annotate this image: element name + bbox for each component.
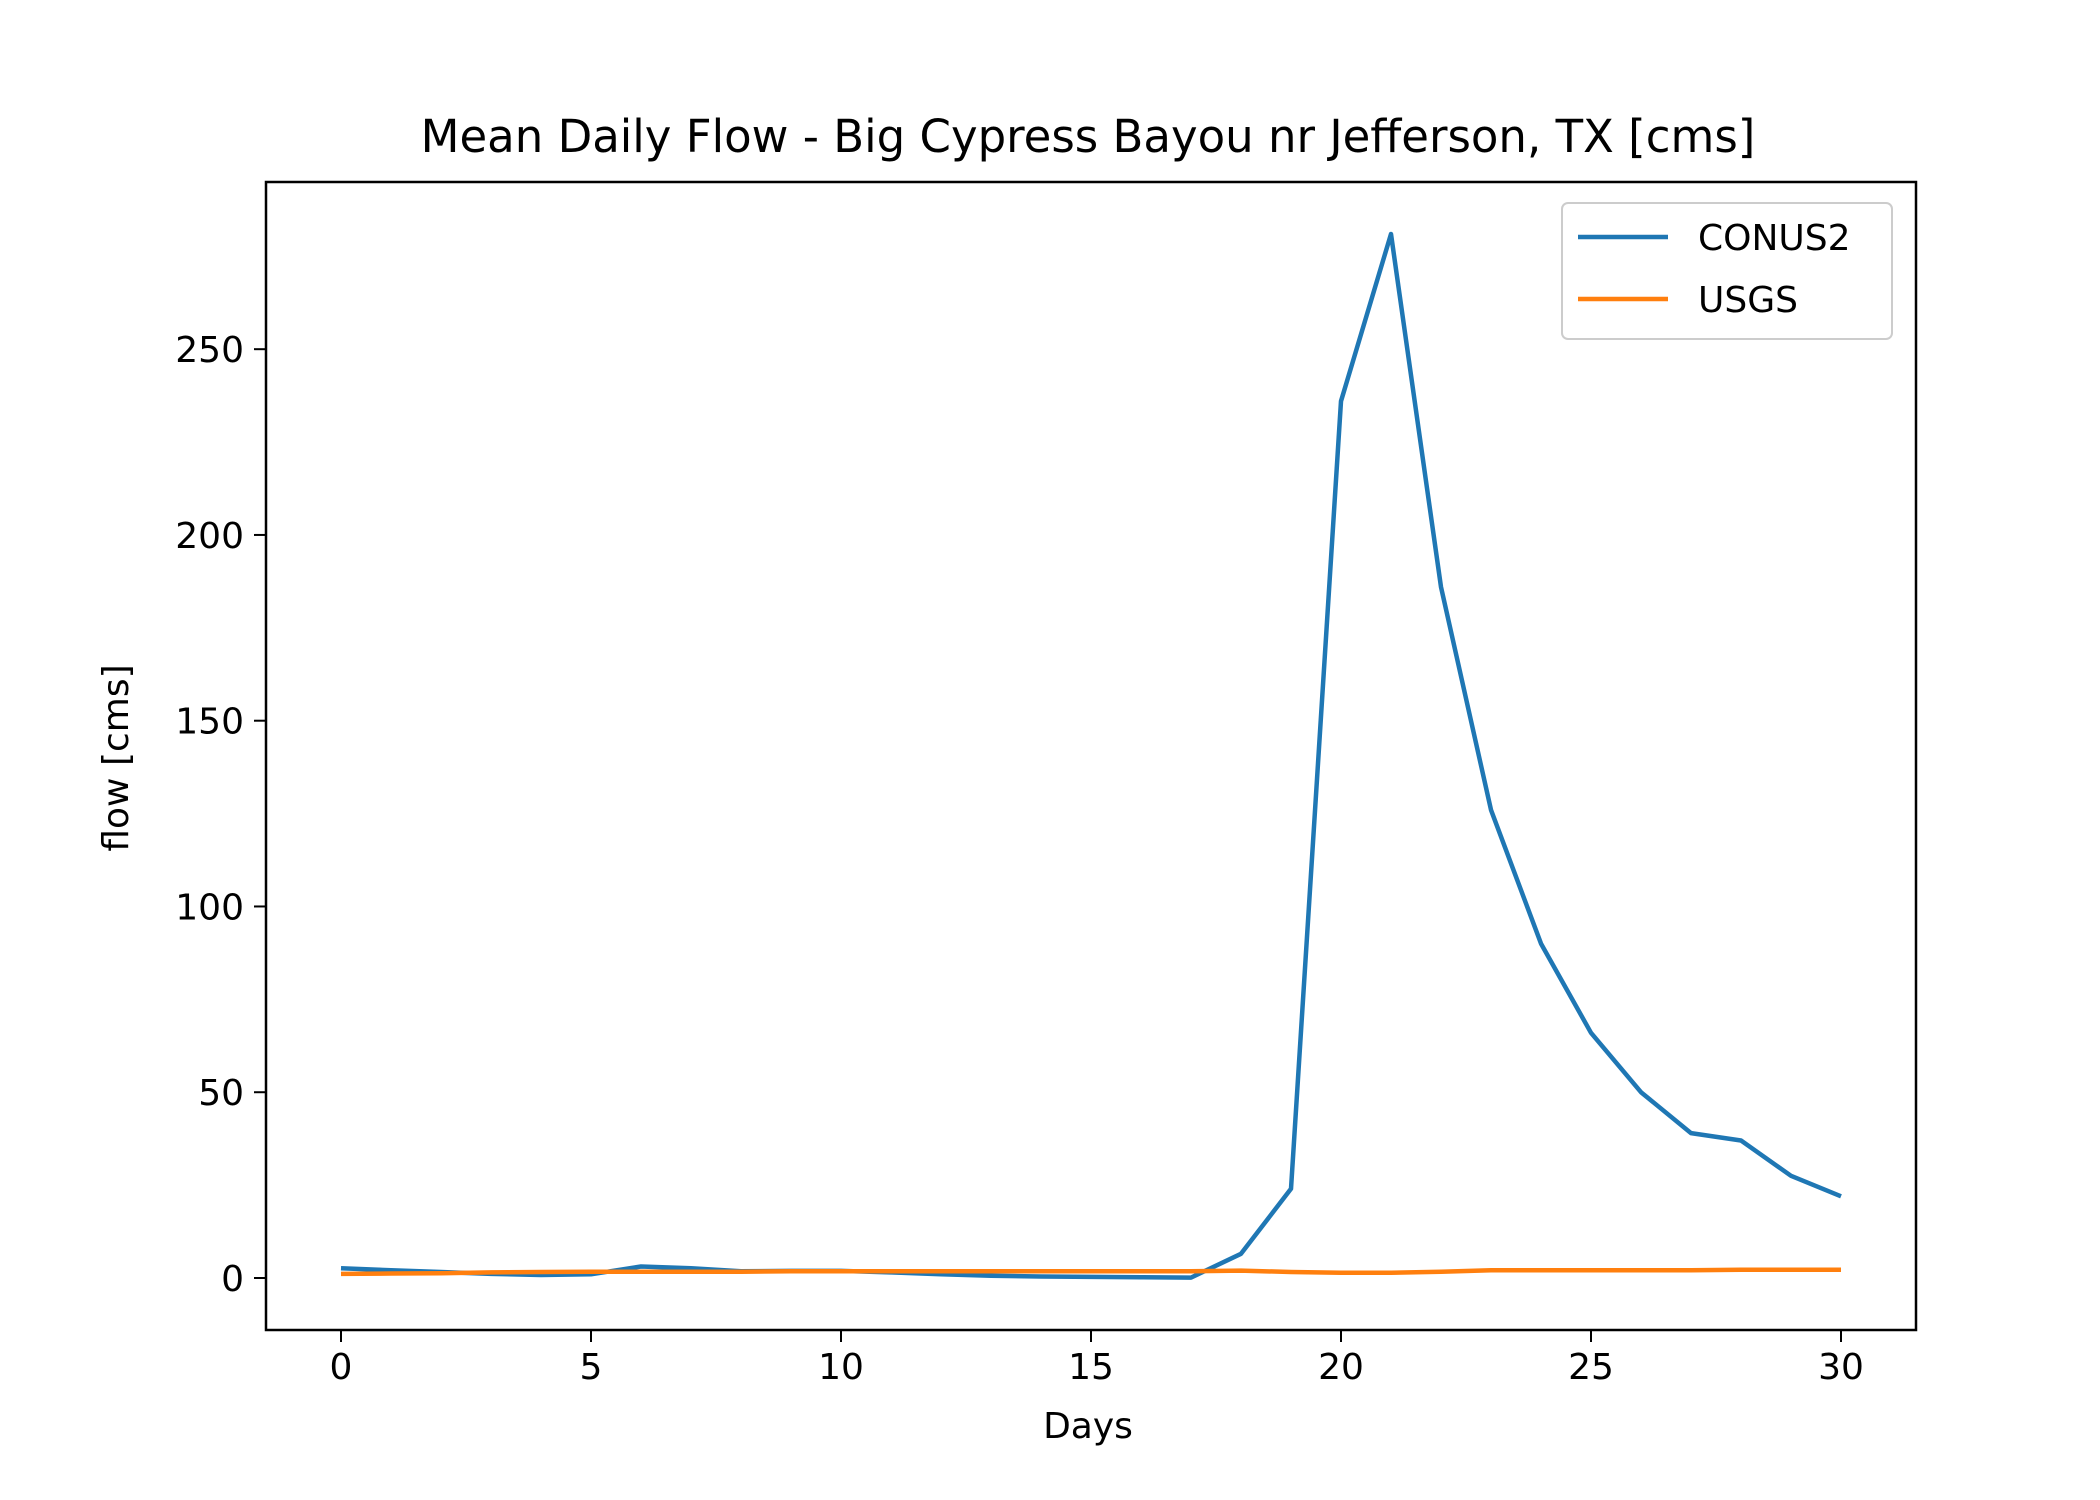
x-axis-label: Days: [1043, 1406, 1133, 1447]
chart-title: Mean Daily Flow - Big Cypress Bayou nr J…: [421, 110, 1756, 163]
y-tick-label: 250: [175, 330, 244, 371]
x-tick-label: 10: [818, 1347, 864, 1388]
legend: CONUS2 USGS: [1561, 202, 1893, 340]
y-tick-label: 200: [175, 516, 244, 557]
x-axis-ticks: 0 5 10 15 20 25 30: [330, 1330, 1864, 1388]
legend-label-conus2: CONUS2: [1698, 218, 1851, 259]
y-tick-label: 150: [175, 702, 244, 743]
x-tick-label: 30: [1818, 1347, 1864, 1388]
y-axis-label: flow [cms]: [96, 664, 137, 851]
x-tick-label: 15: [1068, 1347, 1114, 1388]
y-axis-ticks: 0 50 100 150 200 250: [175, 330, 266, 1300]
series-line-usgs: [340, 1267, 1841, 1277]
x-tick-label: 20: [1318, 1347, 1364, 1388]
x-tick-label: 25: [1568, 1347, 1614, 1388]
x-tick-label: 0: [330, 1347, 353, 1388]
x-tick-label: 5: [580, 1347, 603, 1388]
y-tick-label: 50: [198, 1073, 244, 1114]
plot-lines: [340, 231, 1842, 1280]
legend-label-usgs: USGS: [1698, 280, 1798, 321]
y-tick-label: 0: [221, 1259, 244, 1300]
series-line-conus2: [340, 231, 1842, 1280]
y-tick-label: 100: [175, 887, 244, 928]
